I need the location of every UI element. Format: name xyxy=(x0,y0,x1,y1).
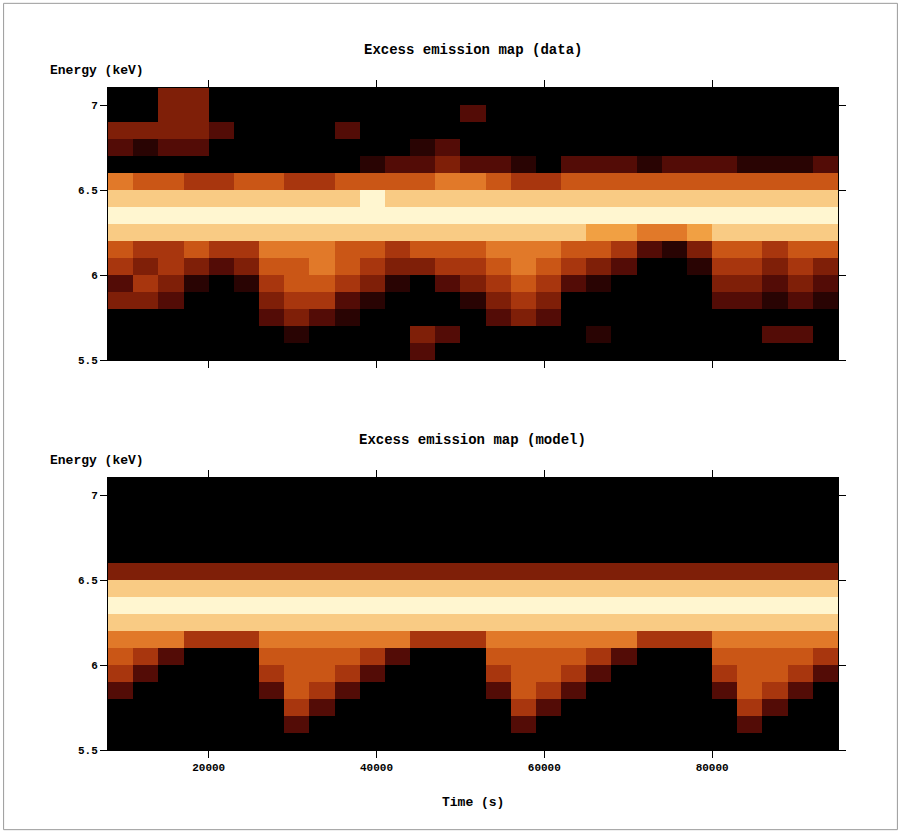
svg-text:6.5: 6.5 xyxy=(78,185,98,197)
svg-text:Excess emission map (model): Excess emission map (model) xyxy=(359,432,586,448)
svg-text:7: 7 xyxy=(91,490,98,502)
svg-text:5.5: 5.5 xyxy=(78,355,98,367)
svg-text:Energy (keV): Energy (keV) xyxy=(50,63,144,78)
svg-text:5.5: 5.5 xyxy=(78,745,98,757)
svg-text:7: 7 xyxy=(91,100,98,112)
svg-text:Time (s): Time (s) xyxy=(442,795,504,810)
svg-text:40000: 40000 xyxy=(360,762,393,774)
svg-text:Energy (keV): Energy (keV) xyxy=(50,453,144,468)
svg-text:6.5: 6.5 xyxy=(78,575,98,587)
svg-text:6: 6 xyxy=(91,660,98,672)
svg-text:20000: 20000 xyxy=(192,762,225,774)
svg-text:6: 6 xyxy=(91,270,98,282)
svg-text:80000: 80000 xyxy=(696,762,729,774)
svg-text:60000: 60000 xyxy=(528,762,561,774)
svg-text:Excess emission map (data): Excess emission map (data) xyxy=(364,42,582,58)
